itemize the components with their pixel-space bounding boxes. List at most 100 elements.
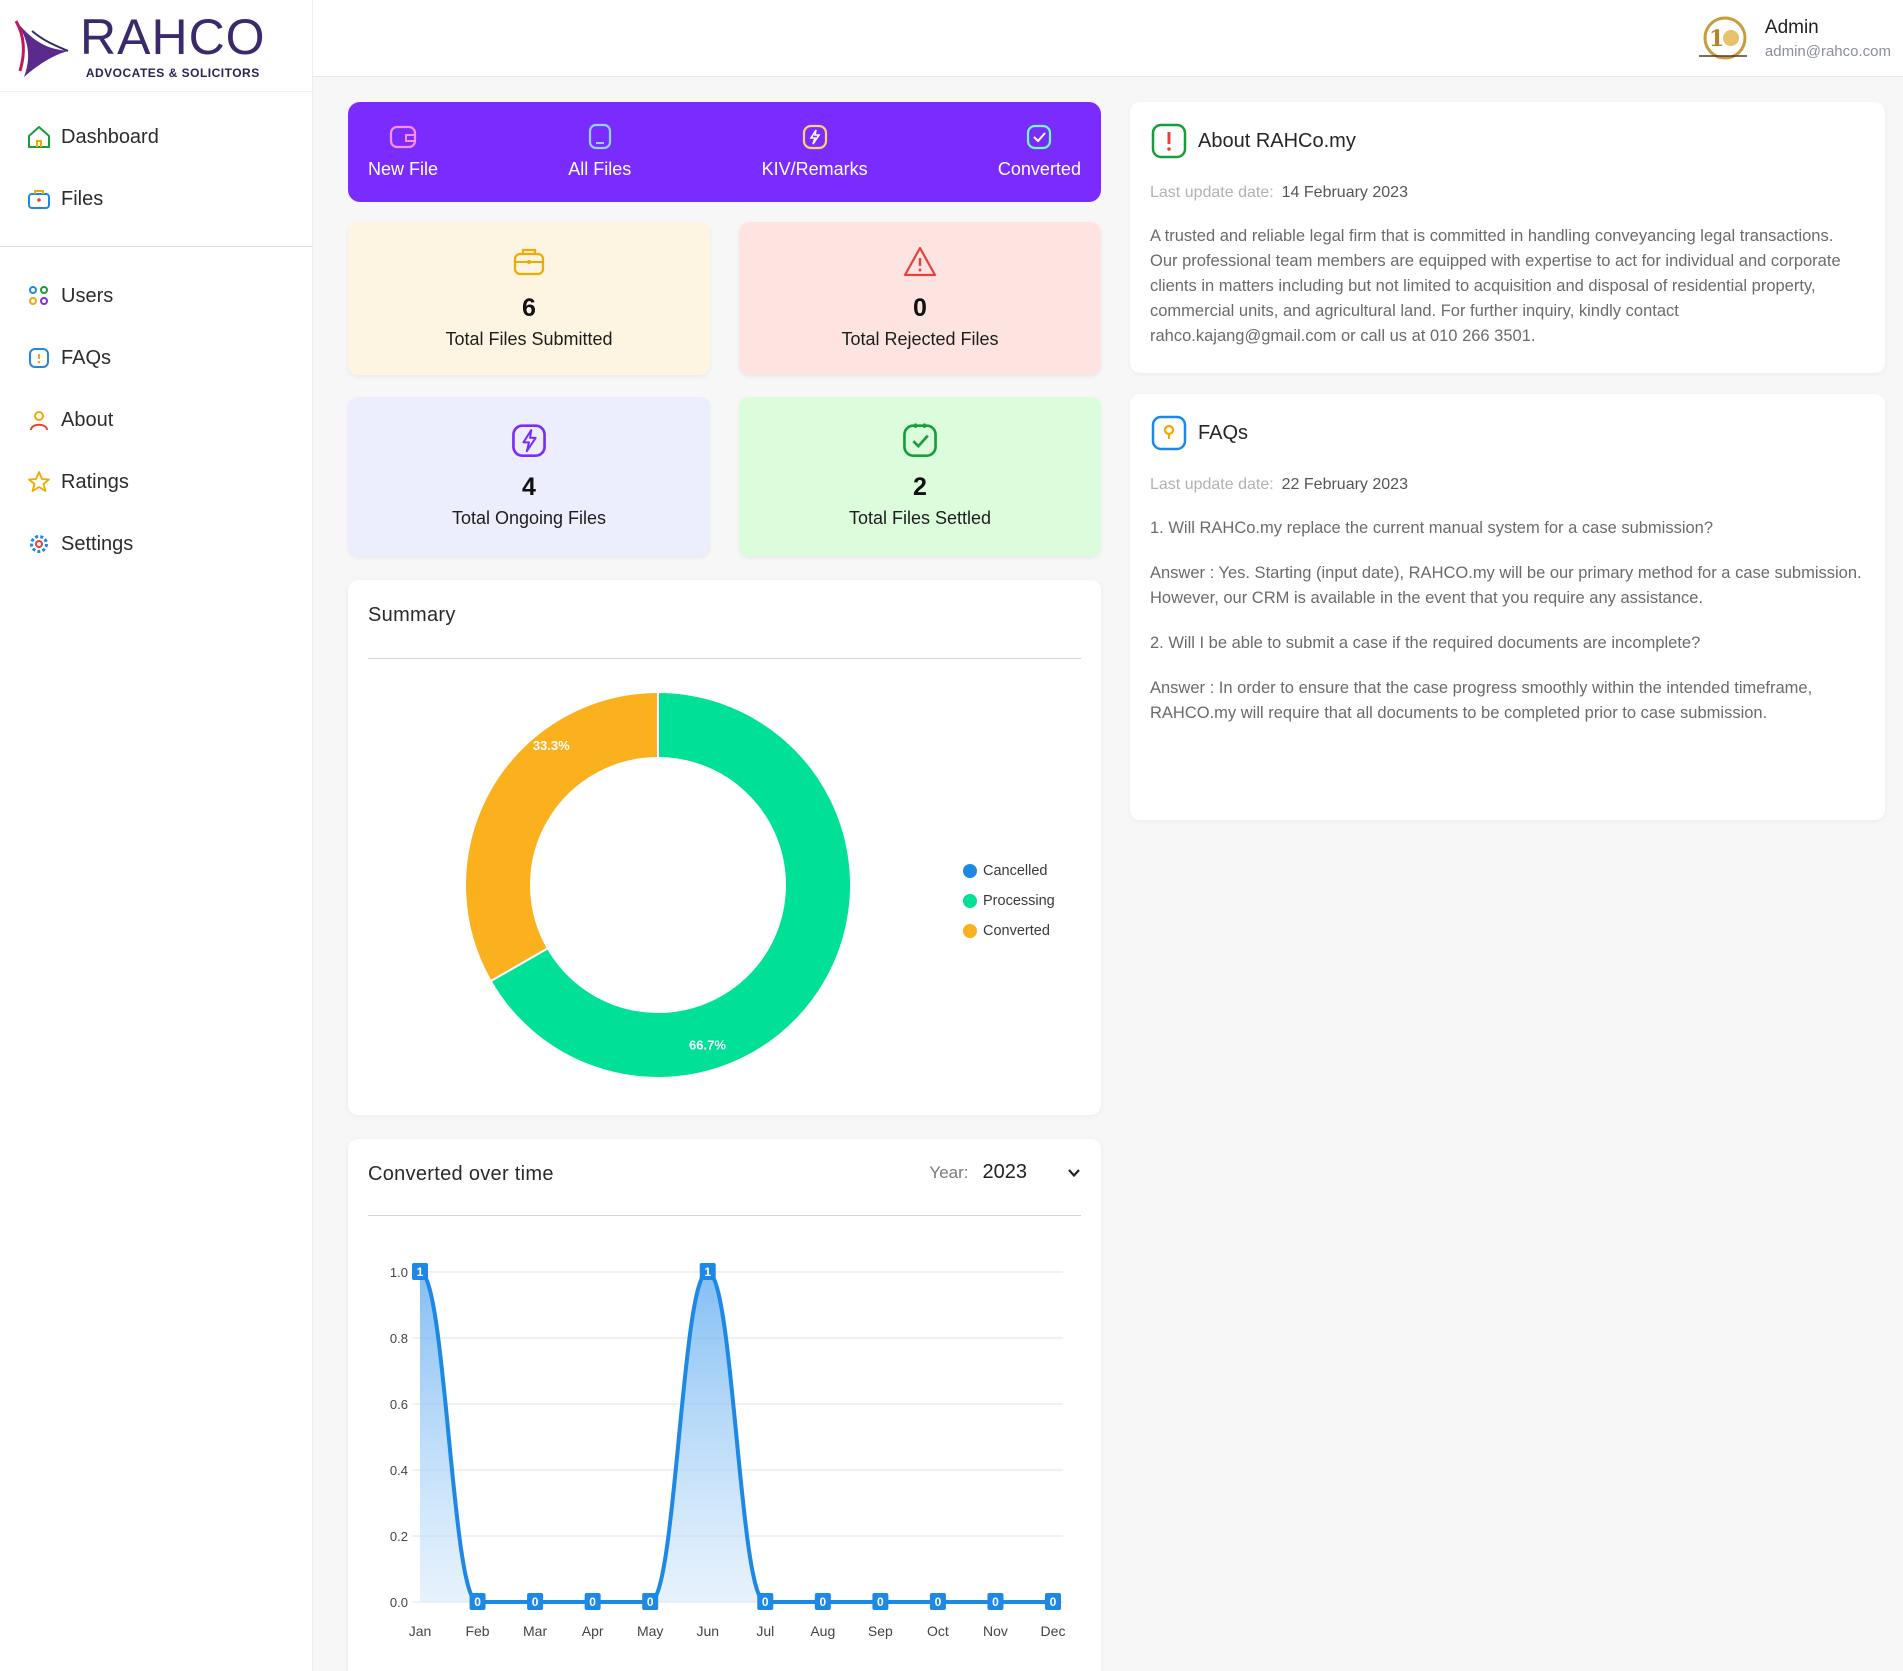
sidebar-item-about[interactable]: About — [0, 389, 312, 451]
alert-icon — [1151, 123, 1187, 159]
kiv-remarks-button[interactable]: KIV/Remarks — [762, 121, 868, 180]
legend-label: Converted — [983, 923, 1050, 939]
legend-item-processing[interactable]: Processing — [963, 893, 1055, 909]
quick-actions-bar: New File All Files KIV/Remarks Converted — [348, 102, 1101, 202]
faq-icon — [1151, 415, 1187, 451]
about-body: A trusted and reliable legal firm that i… — [1150, 227, 1841, 345]
stat-value: 0 — [913, 294, 927, 322]
data-label: 0 — [474, 1595, 481, 1609]
data-point[interactable]: 0 — [527, 1593, 544, 1610]
brand-tagline: ADVOCATES & SOLICITORS — [85, 65, 260, 80]
data-label-bg — [469, 1593, 486, 1610]
data-point[interactable]: 0 — [987, 1593, 1004, 1610]
chevron-down-icon — [1068, 1168, 1080, 1177]
year-select[interactable]: Year: 2023 — [929, 1161, 1081, 1184]
data-label-bg — [584, 1593, 601, 1610]
user-profile[interactable]: 1 Admin admin@rahco.com — [1695, 10, 1891, 66]
donut-slice-processing[interactable] — [489, 690, 852, 1079]
legend-item-cancelled[interactable]: Cancelled — [963, 863, 1055, 879]
x-tick-label: Jun — [696, 1623, 719, 1639]
data-label: 0 — [877, 1595, 884, 1609]
donut-value-label: 66.7% — [689, 1038, 726, 1053]
faqs-card: FAQs Last update date: 22 February 2023 1… — [1130, 394, 1885, 820]
stat-card-rejected[interactable]: 0 Total Rejected Files — [739, 222, 1101, 375]
data-point[interactable]: 0 — [584, 1593, 601, 1610]
data-label-bg — [814, 1593, 831, 1610]
faq-answer: Answer : Yes. Starting (input date), RAH… — [1150, 564, 1862, 607]
sidebar-item-faqs[interactable]: FAQs — [0, 327, 312, 389]
stat-value: 6 — [522, 294, 536, 322]
y-tick-label: 0.4 — [390, 1463, 408, 1478]
sidebar-item-label: About — [61, 408, 114, 431]
data-label-bg — [929, 1593, 946, 1610]
clipboard-check-icon — [1027, 124, 1052, 150]
lightning-icon — [802, 124, 827, 150]
sidebar: RAHCO ADVOCATES & SOLICITORS Dashboard F… — [0, 0, 313, 1671]
data-point[interactable]: 0 — [757, 1593, 774, 1610]
all-files-button[interactable]: All Files — [568, 121, 631, 180]
data-point[interactable]: 0 — [1045, 1593, 1061, 1610]
clipboard-check-icon — [903, 423, 937, 457]
data-label-bg — [757, 1593, 774, 1610]
data-label-bg — [872, 1593, 889, 1610]
converted-panel: Converted over time Year: 2023 0.0 0.2 0.4… — [348, 1139, 1101, 1671]
data-point[interactable]: 0 — [469, 1593, 486, 1610]
converted-button[interactable]: Converted — [998, 121, 1081, 180]
sidebar-item-files[interactable]: Files — [0, 168, 312, 230]
anniversary-badge-icon: 1 — [1698, 16, 1747, 60]
gear-icon — [25, 530, 53, 558]
users-icon — [25, 282, 53, 310]
brand-logo[interactable]: RAHCO ADVOCATES & SOLICITORS — [0, 0, 312, 92]
x-tick-label: Aug — [810, 1623, 835, 1639]
summary-legend: Cancelled Processing Converted — [963, 863, 1055, 953]
svg-text:1: 1 — [1709, 26, 1724, 52]
star-icon — [25, 468, 53, 496]
sidebar-divider — [0, 246, 312, 247]
y-tick-label: 0.6 — [390, 1397, 408, 1412]
sidebar-item-label: Dashboard — [61, 125, 159, 148]
data-point[interactable]: 0 — [814, 1593, 831, 1610]
nav-secondary: Users FAQs About Ratings Settings — [0, 265, 312, 575]
data-point[interactable]: 1 — [699, 1263, 716, 1280]
faqs-date-label: Last update date: — [1150, 476, 1274, 493]
y-tick-label: 1.0 — [390, 1265, 408, 1280]
faqs-title: FAQs — [1198, 421, 1249, 444]
legend-item-converted[interactable]: Converted — [963, 923, 1055, 939]
about-date: Last update date: 14 February 2023 — [1150, 184, 1865, 202]
faq-question: 1. Will RAHCo.my replace the current man… — [1150, 519, 1714, 537]
data-point[interactable]: 0 — [872, 1593, 889, 1610]
data-point[interactable]: 1 — [412, 1263, 428, 1280]
action-label: New File — [368, 159, 439, 179]
data-point[interactable]: 0 — [929, 1593, 946, 1610]
stat-card-settled[interactable]: 2 Total Files Settled — [739, 397, 1101, 556]
data-label-bg — [1045, 1593, 1061, 1610]
new-file-button[interactable]: New File — [368, 121, 438, 180]
faq-question: 2. Will I be able to submit a case if th… — [1150, 634, 1701, 652]
data-point[interactable]: 0 — [642, 1593, 659, 1610]
about-card: About RAHCo.my Last update date: 14 Febru… — [1130, 102, 1885, 373]
data-label: 1 — [417, 1265, 424, 1279]
x-tick-label: Mar — [523, 1623, 547, 1639]
warning-icon — [903, 246, 937, 277]
stat-card-submitted[interactable]: 6 Total Files Submitted — [348, 222, 710, 375]
sidebar-item-dashboard[interactable]: Dashboard — [0, 106, 312, 168]
donut-slice-converted[interactable] — [464, 690, 659, 983]
year-value: 2023 — [982, 1161, 1028, 1183]
sidebar-item-ratings[interactable]: Ratings — [0, 451, 312, 513]
sidebar-item-users[interactable]: Users — [0, 265, 312, 327]
summary-donut-chart: 66.7% 33.3% — [464, 690, 852, 1079]
lightning-icon — [512, 424, 546, 457]
data-label-bg — [987, 1593, 1004, 1610]
sidebar-item-label: Files — [61, 187, 104, 210]
sidebar-item-settings[interactable]: Settings — [0, 513, 312, 575]
faqs-date-value: 22 February 2023 — [1281, 476, 1408, 493]
data-label: 0 — [647, 1595, 654, 1609]
x-tick-label: Sep — [868, 1623, 893, 1639]
stat-label: Total Ongoing Files — [451, 508, 607, 528]
y-tick-label: 0.8 — [390, 1331, 408, 1346]
stat-label: Total Files Submitted — [445, 329, 613, 349]
nav-primary: Dashboard Files — [0, 92, 312, 230]
stat-card-ongoing[interactable]: 4 Total Ongoing Files — [348, 397, 710, 556]
data-label-bg — [527, 1593, 544, 1610]
data-label: 0 — [532, 1595, 539, 1609]
